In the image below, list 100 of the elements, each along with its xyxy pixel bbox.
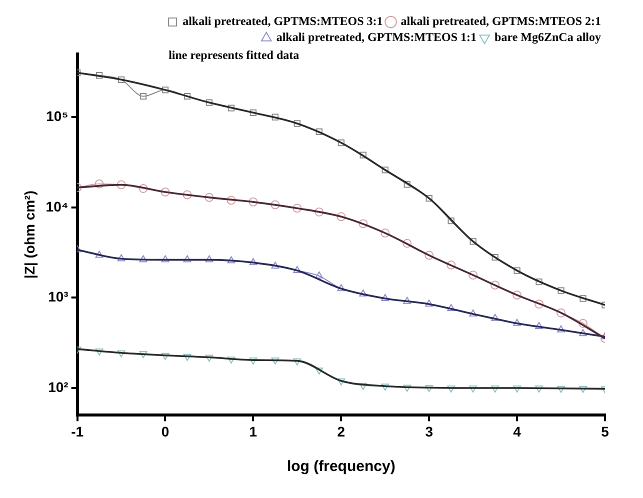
y-tick-label: 10³	[48, 288, 69, 305]
point	[536, 278, 542, 286]
point	[491, 314, 500, 321]
point	[579, 329, 587, 336]
point	[116, 180, 126, 190]
point	[139, 351, 148, 358]
point	[468, 270, 478, 280]
point	[162, 86, 169, 94]
point	[94, 179, 104, 188]
point	[360, 152, 366, 158]
point	[314, 207, 324, 216]
legend-label: alkali pretreated, GPTMS:MTEOS 1:1	[276, 30, 477, 44]
annotation: line represents fitted data	[168, 48, 300, 62]
point	[337, 284, 346, 292]
point	[117, 254, 126, 262]
point	[578, 318, 588, 328]
point	[227, 356, 236, 364]
point	[403, 296, 412, 304]
point	[249, 358, 258, 365]
point	[248, 197, 258, 206]
x-tick-label: 1	[249, 423, 258, 440]
point	[358, 219, 368, 228]
point	[228, 104, 235, 112]
legend-label: bare Mg6ZnCa alloy	[494, 30, 602, 44]
point	[446, 260, 456, 270]
point	[183, 354, 192, 361]
point	[271, 262, 280, 269]
point	[249, 258, 258, 266]
point	[513, 318, 522, 326]
point	[491, 386, 500, 393]
point	[140, 92, 147, 100]
legend-label: alkali pretreated, GPTMS:MTEOS 2:1	[400, 14, 602, 28]
point	[292, 204, 302, 213]
point	[315, 271, 324, 278]
point	[534, 300, 544, 309]
point	[404, 181, 410, 188]
point	[402, 238, 412, 248]
point	[206, 99, 213, 106]
y-tick-label: 10²	[48, 378, 69, 395]
point	[271, 358, 280, 365]
point	[272, 114, 279, 120]
point	[470, 238, 476, 245]
point	[469, 310, 478, 317]
point	[556, 308, 566, 318]
point	[138, 184, 148, 193]
point	[315, 368, 324, 375]
point	[469, 386, 478, 393]
point	[95, 348, 104, 356]
point	[403, 384, 412, 392]
point	[316, 128, 322, 135]
point	[183, 255, 192, 262]
legend-label: alkali pretreated, GPTMS:MTEOS 3:1	[182, 14, 383, 28]
point	[205, 255, 214, 262]
point	[580, 295, 586, 302]
point	[204, 192, 214, 202]
point	[512, 290, 522, 300]
x-tick-label: 2	[337, 423, 346, 440]
point	[359, 382, 368, 390]
point	[161, 352, 170, 360]
x-tick-label: 0	[161, 423, 170, 440]
point	[293, 358, 302, 366]
point	[425, 300, 434, 307]
point	[117, 350, 126, 358]
point	[426, 195, 432, 202]
x-tick-label: 4	[513, 423, 522, 440]
point	[293, 266, 302, 274]
x-tick-label: 3	[425, 423, 434, 440]
y-axis-title: |Z| (ohm cm²)	[21, 190, 38, 279]
point	[118, 76, 125, 83]
point	[447, 386, 456, 393]
point	[492, 254, 498, 261]
point	[95, 250, 104, 258]
point	[490, 280, 500, 290]
point	[338, 139, 344, 146]
point	[448, 218, 454, 224]
point	[514, 267, 520, 274]
point	[513, 386, 522, 393]
point	[425, 385, 434, 392]
point	[250, 109, 257, 116]
point	[336, 212, 346, 222]
x-axis-title: log (frequency)	[286, 458, 396, 476]
point	[382, 166, 388, 174]
point	[96, 72, 103, 79]
point	[447, 304, 456, 311]
point	[558, 287, 564, 294]
y-tick-label: 10⁵	[46, 108, 68, 124]
point	[535, 386, 543, 393]
x-tick-label: -1	[71, 423, 84, 440]
point	[381, 384, 390, 391]
point	[424, 250, 434, 260]
point	[227, 256, 236, 264]
point	[270, 200, 280, 210]
point	[182, 190, 192, 200]
y-tick-label: 10⁴	[46, 198, 68, 214]
point	[381, 294, 390, 302]
point	[160, 188, 170, 197]
point	[535, 322, 543, 329]
point	[380, 228, 390, 238]
point	[359, 289, 368, 296]
point	[557, 386, 565, 393]
